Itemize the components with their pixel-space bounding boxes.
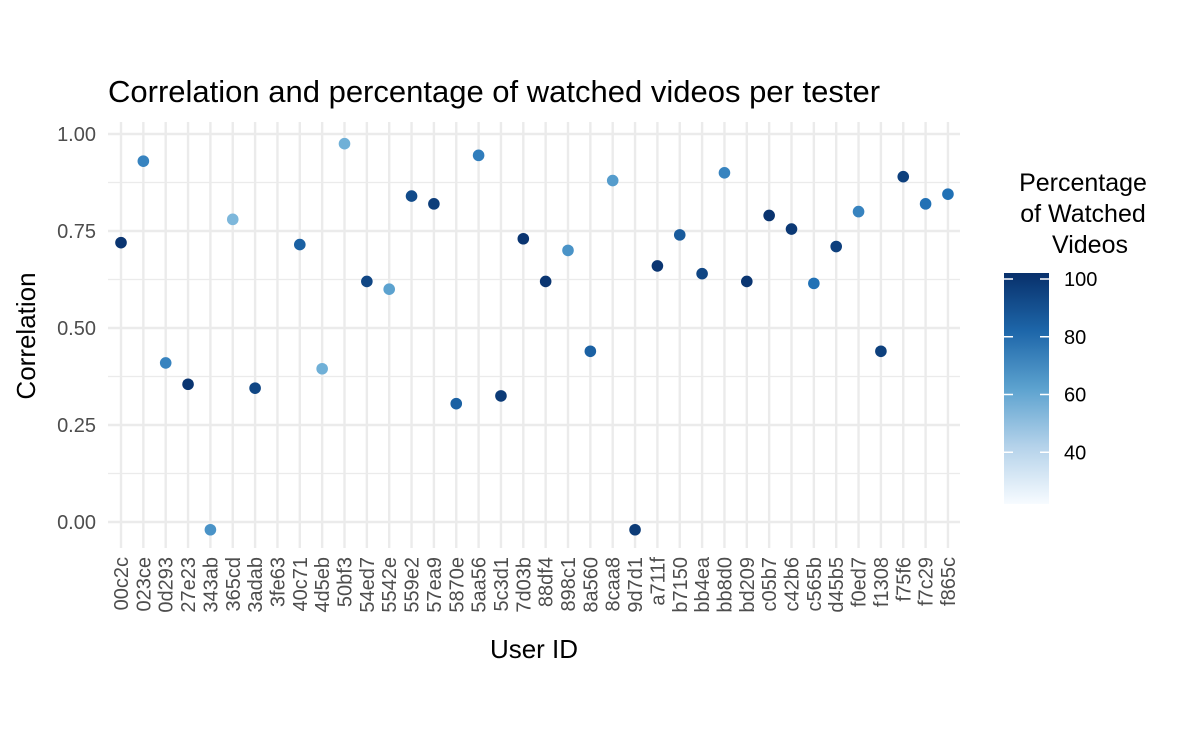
x-tick-label: 5870e — [446, 557, 468, 613]
data-point — [830, 240, 842, 253]
x-tick-label: a711f — [647, 557, 669, 606]
x-tick-label: b7150 — [670, 557, 692, 613]
y-tick-label: 0.75 — [57, 221, 96, 243]
x-tick-label: 3fe63 — [267, 557, 289, 607]
data-point — [629, 523, 641, 536]
data-point — [361, 275, 373, 288]
data-point — [450, 397, 463, 410]
data-point — [115, 236, 127, 249]
legend-ticks: 40 60 80 100 — [1004, 269, 1097, 464]
x-tick-label: 559e2 — [402, 557, 424, 613]
data-point — [137, 155, 150, 167]
x-tick-label: 00c2c — [111, 557, 133, 610]
y-tick-label: 0.25 — [57, 415, 96, 437]
x-tick-label: bb8d0 — [714, 557, 736, 613]
x-tick-label: 5542e — [379, 557, 401, 613]
data-point — [472, 149, 485, 162]
legend-tick-label: 80 — [1064, 327, 1086, 349]
x-tick-label: 40c71 — [290, 557, 312, 612]
data-point — [606, 174, 619, 187]
data-point — [294, 238, 306, 251]
data-point — [428, 198, 440, 210]
x-tick-label: 54ed7 — [357, 557, 379, 613]
x-tick-label: c42b6 — [782, 557, 804, 612]
x-tick-label: f75f6 — [893, 557, 915, 601]
x-tick-label: 7d03b — [513, 557, 535, 613]
data-point — [204, 523, 217, 536]
legend-color-bar — [1004, 273, 1049, 504]
data-point — [897, 170, 910, 183]
data-point — [338, 137, 351, 150]
data-point — [763, 209, 775, 222]
x-tick-label: c05b7 — [759, 557, 781, 612]
x-tick-label: 88df4 — [536, 557, 558, 607]
legend-title-line-2: of Watched — [1020, 200, 1146, 228]
y-tick-label: 0.00 — [57, 512, 96, 534]
data-point — [673, 229, 686, 241]
legend-tick-label: 100 — [1064, 269, 1097, 291]
x-tick-label: 898c1 — [558, 557, 580, 612]
data-point — [718, 167, 731, 179]
x-tick-label: bb4ea — [692, 556, 714, 612]
legend-tick-label: 40 — [1064, 442, 1086, 464]
x-tick-label: 0d293 — [156, 557, 178, 613]
legend-title-line-1: Percentage — [1019, 169, 1147, 197]
data-point — [226, 213, 239, 226]
data-point — [517, 232, 530, 245]
x-tick-label: 5c3d1 — [491, 557, 513, 612]
data-point — [383, 283, 396, 296]
x-tick-label: 5aa56 — [469, 557, 491, 613]
x-tick-label: 3adab — [245, 557, 267, 613]
x-tick-label: d45b5 — [826, 557, 848, 613]
grid — [108, 122, 960, 548]
data-point — [316, 362, 328, 375]
x-tick-label: f1308 — [871, 557, 893, 607]
x-tick-label: f0ed7 — [849, 557, 871, 607]
x-tick-label: 343ab — [200, 557, 222, 613]
x-tick-label: bd209 — [737, 557, 759, 613]
y-tick-label: 0.50 — [57, 318, 96, 340]
data-point — [651, 260, 664, 272]
x-tick-label: f865c — [938, 557, 960, 606]
x-axis-ticks: 00c2c 023ce 0d293 27e23 343ab 365cd 3adab 3fe63… — [111, 556, 960, 612]
data-point — [182, 378, 194, 391]
x-tick-label: 57ea9 — [424, 557, 446, 613]
data-point — [562, 244, 574, 257]
x-axis-label: User ID — [490, 634, 578, 664]
legend-title-line-3: Videos — [1052, 231, 1128, 259]
data-point — [808, 277, 820, 290]
data-point — [539, 275, 552, 288]
x-tick-label: 50bf3 — [335, 557, 357, 607]
chart-title: Correlation and percentage of watched vi… — [108, 74, 880, 109]
x-tick-label: c565b — [804, 557, 826, 612]
data-point — [852, 205, 865, 218]
x-tick-label: 8a560 — [580, 557, 602, 613]
data-point — [495, 390, 507, 402]
data-point — [942, 188, 954, 200]
x-tick-label: 365cd — [223, 557, 245, 612]
x-tick-label: 4d5eb — [312, 557, 334, 613]
legend-tick-label: 60 — [1064, 385, 1086, 407]
x-tick-label: 023ce — [133, 557, 155, 612]
data-point — [741, 275, 753, 288]
x-tick-label: 9d7d1 — [625, 557, 647, 613]
data-point — [159, 357, 172, 369]
color-legend: Percentage of Watched Videos 40 60 80 100 — [1004, 169, 1147, 504]
data-point — [875, 345, 887, 358]
x-tick-label: f7c29 — [916, 557, 938, 606]
data-point — [696, 267, 708, 280]
data-point — [584, 345, 597, 358]
y-axis-ticks: 0.00 0.25 0.50 0.75 1.00 — [57, 124, 96, 534]
data-point — [785, 223, 798, 235]
data-points — [115, 137, 954, 536]
y-tick-label: 1.00 — [57, 124, 96, 146]
x-tick-label: 27e23 — [178, 557, 200, 613]
data-point — [919, 198, 932, 210]
data-point — [405, 190, 418, 202]
x-tick-label: 8caa8 — [603, 557, 625, 612]
data-point — [249, 382, 261, 394]
y-axis-label: Correlation — [11, 272, 41, 399]
